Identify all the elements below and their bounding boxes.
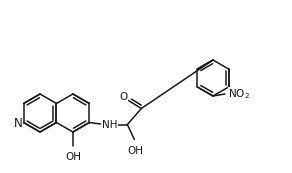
Text: N: N	[14, 117, 22, 130]
Text: O: O	[119, 93, 128, 102]
Text: NO$_2$: NO$_2$	[228, 87, 250, 101]
Text: OH: OH	[65, 152, 81, 162]
Text: OH: OH	[127, 145, 143, 156]
Text: NH: NH	[102, 120, 117, 130]
